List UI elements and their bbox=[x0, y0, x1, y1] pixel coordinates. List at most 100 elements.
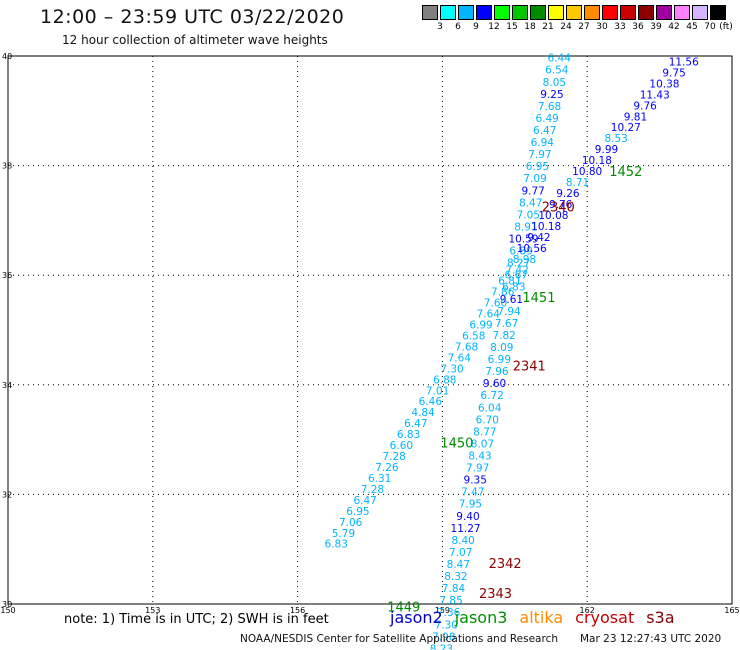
wave-height-value: 10.59 bbox=[508, 233, 538, 245]
wave-height-value: 6.67 bbox=[505, 270, 528, 282]
pass-time-label: 2343 bbox=[479, 587, 512, 602]
wave-height-value: 7.30 bbox=[435, 619, 458, 631]
wave-height-value: 4.84 bbox=[411, 407, 435, 419]
page-subtitle: 12 hour collection of altimeter wave hei… bbox=[62, 33, 328, 47]
y-tick-label: 30 bbox=[2, 600, 12, 609]
wave-height-value: 8.77 bbox=[473, 426, 496, 438]
pass-time-label: 1450 bbox=[440, 436, 473, 451]
legend-swatch bbox=[494, 5, 510, 20]
x-tick-label: 150 bbox=[0, 606, 15, 615]
wave-height-value: 7.82 bbox=[492, 330, 515, 342]
legend-label: 3 bbox=[437, 22, 443, 32]
wave-height-value: 7.64 bbox=[448, 352, 472, 364]
legend-swatch bbox=[458, 5, 474, 20]
wave-height-value: 10.08 bbox=[538, 210, 568, 222]
x-tick-label: 162 bbox=[580, 606, 595, 615]
legend-swatch bbox=[692, 5, 708, 20]
wave-height-value: 7.05 bbox=[517, 209, 540, 221]
pass-time-label: 1452 bbox=[609, 165, 642, 180]
wave-height-value: 7.67 bbox=[495, 318, 518, 330]
wave-height-value: 9.25 bbox=[540, 89, 563, 101]
x-tick-label: 165 bbox=[724, 606, 739, 615]
wave-height-value: 7.95 bbox=[459, 499, 482, 511]
legend-label: 39 bbox=[650, 22, 662, 32]
legend-swatch bbox=[602, 5, 618, 20]
wave-height-value: 9.99 bbox=[595, 144, 618, 156]
wave-height-value: 11.56 bbox=[669, 56, 699, 68]
wave-height-value: 8.91 bbox=[514, 221, 537, 233]
legend-label: 70 bbox=[704, 22, 716, 32]
legend-label: 24 bbox=[560, 22, 572, 32]
wave-height-value: 6.94 bbox=[531, 137, 555, 149]
wave-height-value: 7.28 bbox=[361, 484, 384, 496]
x-tick-label: 156 bbox=[290, 606, 305, 615]
wave-height-value: 9.42 bbox=[527, 232, 550, 244]
wave-height-value: 9.75 bbox=[662, 67, 685, 79]
wave-height-value: 7.97 bbox=[466, 463, 489, 475]
wave-height-value: 6.47 bbox=[533, 125, 556, 137]
wave-height-value: 8.47 bbox=[519, 197, 542, 209]
wave-height-value: 9.26 bbox=[556, 188, 580, 200]
pass-time-label: 1449 bbox=[387, 601, 420, 616]
wave-height-value: 7.28 bbox=[382, 451, 405, 463]
legend-label: 36 bbox=[632, 22, 644, 32]
legend-label: 18 bbox=[524, 22, 536, 32]
wave-height-value: 8.09 bbox=[490, 342, 513, 354]
wave-height-value: 6.47 bbox=[353, 495, 376, 507]
wave-height-value: 10.56 bbox=[517, 243, 547, 255]
altimeter-tracks: 6.446.548.059.257.686.496.476.947.976.95… bbox=[325, 53, 700, 650]
wave-height-value: 7.60 bbox=[484, 298, 507, 310]
wave-height-value: 6.60 bbox=[390, 440, 413, 452]
wave-height-value: 8.40 bbox=[451, 535, 474, 547]
wave-height-value: 7.64 bbox=[477, 309, 501, 321]
wave-height-value: 10.38 bbox=[649, 78, 679, 90]
map-tick-labels: 150 153 156 159 162 165 30 32 34 36 38 40 bbox=[0, 52, 739, 615]
wave-height-value: 6.89 bbox=[509, 246, 532, 258]
wave-height-value: 7.94 bbox=[497, 306, 521, 318]
y-tick-label: 40 bbox=[2, 52, 12, 61]
wave-height-value: 8.47 bbox=[447, 559, 470, 571]
pass-time-labels: 1452 2340 1451 2341 1450 2342 2343 1449 bbox=[387, 165, 642, 616]
pass-time-label: 2341 bbox=[513, 360, 546, 375]
wave-height-value: 9.60 bbox=[483, 378, 506, 390]
wave-height-value: 6.99 bbox=[488, 354, 511, 366]
mission-cryosat: cryosat bbox=[575, 608, 635, 627]
mission-jason3: jason3 bbox=[454, 608, 508, 627]
legend-swatch bbox=[638, 5, 654, 20]
wave-height-value: 7.98 bbox=[432, 631, 455, 643]
y-tick-label: 38 bbox=[2, 162, 12, 171]
y-tick-label: 32 bbox=[2, 490, 12, 499]
wave-height-value: 10.27 bbox=[611, 122, 641, 134]
mission-legend: jason2 jason3 altika cryosat s3a bbox=[390, 608, 687, 627]
wave-height-value: 7.96 bbox=[485, 366, 509, 378]
wave-height-value: 6.47 bbox=[404, 418, 427, 430]
wave-height-value: 7.01 bbox=[426, 385, 449, 397]
wave-height-value: 6.70 bbox=[476, 414, 499, 426]
wave-height-value: 10.80 bbox=[572, 166, 602, 178]
wave-height-value: 6.46 bbox=[419, 396, 443, 408]
legend-swatch bbox=[512, 5, 528, 20]
legend-label: 12 bbox=[488, 22, 500, 32]
wave-height-value: 8.53 bbox=[604, 133, 627, 145]
wave-height-value: 9.76 bbox=[549, 199, 573, 211]
wave-height-value: 7.42 bbox=[506, 265, 529, 277]
wave-height-value: 9.76 bbox=[633, 100, 657, 112]
wave-height-value: 9.81 bbox=[624, 111, 647, 123]
y-tick-label: 36 bbox=[2, 271, 12, 280]
wave-height-value: 9.35 bbox=[464, 475, 487, 487]
wave-height-value: 6.95 bbox=[346, 506, 369, 518]
wave-height-value: 8.23 bbox=[430, 643, 453, 650]
wave-height-value: 11.43 bbox=[640, 89, 670, 101]
wave-height-value: 8.32 bbox=[444, 571, 467, 583]
legend-label: 6 bbox=[455, 22, 461, 32]
wave-height-value: 6.72 bbox=[480, 390, 503, 402]
x-tick-label: 153 bbox=[145, 606, 160, 615]
wave-height-value: 8.05 bbox=[543, 77, 566, 89]
legend-label: 45 bbox=[686, 22, 698, 32]
page-title: 12:00 – 23:59 UTC 03/22/2020 bbox=[40, 6, 345, 28]
pass-time-label: 1451 bbox=[522, 291, 555, 306]
wave-height-value: 9.40 bbox=[456, 511, 479, 523]
legend-label: 42 bbox=[668, 22, 680, 32]
wave-height-value: 6.04 bbox=[478, 402, 502, 414]
